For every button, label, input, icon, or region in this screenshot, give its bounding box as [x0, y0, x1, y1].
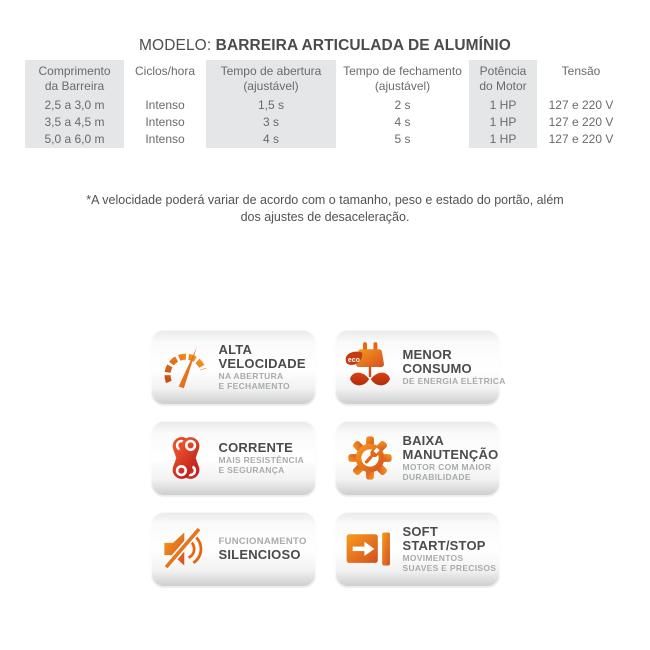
- badge-subtitle-line: SUAVES E PRECISOS: [402, 563, 497, 574]
- muted-speaker-icon: [160, 523, 212, 575]
- column-header: Comprimento da Barreira: [25, 60, 124, 97]
- table-cell: 5,0 a 6,0 m: [25, 131, 124, 148]
- badge-text: MENOR CONSUMO DE ENERGIA ELÉTRICA: [402, 347, 506, 386]
- table-cell: 127 e 220 V: [548, 132, 614, 146]
- feature-badge-alta-velocidade: ALTA VELOCIDADE NA ABERTURA E FECHAMENTO: [150, 329, 316, 405]
- speedometer-icon: [160, 341, 212, 393]
- feature-badge-baixa-manutencao: BAIXA MANUTENÇÃO MOTOR COM MAIOR DURABILIDA…: [334, 420, 500, 496]
- table-cell: Intenso: [145, 132, 185, 146]
- table-cell: 4 s: [394, 115, 411, 129]
- column-header: Tensão: [561, 64, 601, 78]
- table-cell: 1 HP: [469, 131, 537, 148]
- badge-title-line: MENOR: [402, 347, 452, 363]
- page-title: MODELO: BARREIRA ARTICULADA DE ALUMÍNIO: [0, 0, 650, 55]
- table-row: 5,0 a 6,0 m Intenso 4 s 5 s 1 HP 127 e 220 V: [25, 131, 625, 148]
- badge-subtitle-line: E FECHAMENTO: [218, 381, 290, 392]
- badge-subtitle-line: MOTOR COM MAIOR: [402, 461, 492, 472]
- column-header: Tempo de abertura (ajustável): [206, 60, 336, 97]
- feature-badge-menor-consumo: MENOR CONSUMO DE ENERGIA ELÉTRICA: [334, 329, 506, 405]
- table-cell: 3 s: [206, 114, 336, 131]
- table-cell: 1 HP: [469, 114, 537, 131]
- table-cell: 2,5 a 3,0 m: [25, 97, 124, 114]
- badge-subtitle-line: DURABILIDADE: [402, 472, 471, 483]
- table-cell: 127 e 220 V: [548, 98, 614, 112]
- column-header: Potência do Motor: [469, 60, 537, 97]
- page-title-model: BARREIRA ARTICULADA DE ALUMÍNIO: [215, 37, 511, 54]
- table-cell: 3,5 a 4,5 m: [25, 114, 124, 131]
- badge-text: CORRENTE MAIS RESISTÊNCIA E SEGURANÇA: [219, 441, 305, 475]
- footnote-line-2: dos ajustes de desaceleração.: [240, 209, 410, 224]
- badge-title-line: SILENCIOSO: [218, 547, 301, 563]
- badge-title-line: SOFT: [402, 524, 438, 540]
- table-cell: 5 s: [394, 132, 411, 146]
- table-cell: 4 s: [206, 131, 336, 148]
- badge-title-line: CORRENTE: [218, 440, 294, 456]
- spec-table: Comprimento da Barreira Ciclos/hora Tempo d…: [25, 60, 625, 148]
- badge-text: BAIXA MANUTENÇÃO MOTOR COM MAIOR DURABILIDA…: [403, 434, 499, 482]
- badge-subtitle-line: MOVIMENTOS: [402, 552, 464, 563]
- feature-badge-corrente: CORRENTE MAIS RESISTÊNCIA E SEGURANÇA: [150, 420, 316, 496]
- footnote-line-1: *A velocidade poderá variar de acordo co…: [86, 193, 564, 207]
- table-cell: 1 HP: [469, 97, 537, 114]
- feature-badge-funcionamento-silencioso: FUNCIONAMENTO SILENCIOSO: [150, 511, 316, 587]
- table-cell: 2 s: [394, 98, 411, 112]
- table-cell: 1,5 s: [206, 97, 336, 114]
- badge-subtitle-line: E SEGURANÇA: [218, 465, 285, 476]
- page-title-prefix: MODELO:: [139, 37, 212, 54]
- table-row: 2,5 a 3,0 m Intenso 1,5 s 2 s 1 HP 127 e 220 …: [25, 97, 625, 114]
- table-row: 3,5 a 4,5 m Intenso 3 s 4 s 1 HP 127 e 220 V: [25, 114, 625, 131]
- spec-table-head-row: Comprimento da Barreira Ciclos/hora Tempo d…: [25, 60, 625, 97]
- table-cell: 127 e 220 V: [548, 115, 614, 129]
- badge-subtitle-line: NA ABERTURA: [218, 370, 284, 381]
- badge-text: ALTA VELOCIDADE NA ABERTURA E FECHAMENTO: [219, 343, 306, 391]
- gear-wrench-icon: [344, 432, 396, 484]
- badge-title-line: START/STOP: [402, 538, 486, 554]
- badge-title-line: CONSUMO: [402, 361, 472, 377]
- table-cell: Intenso: [145, 98, 185, 112]
- badge-title-line: MANUTENÇÃO: [402, 447, 499, 463]
- arrow-start-stop-icon: [344, 523, 396, 575]
- badge-grid: ALTA VELOCIDADE NA ABERTURA E FECHAMENTO MEN…: [150, 329, 506, 587]
- badge-text: SOFT START/STOP MOVIMENTOS SUAVES E PRECISO…: [403, 525, 497, 573]
- spec-table-body: 2,5 a 3,0 m Intenso 1,5 s 2 s 1 HP 127 e 220 …: [25, 97, 625, 148]
- badge-text: FUNCIONAMENTO SILENCIOSO: [219, 536, 307, 562]
- badge-title-line: ALTA: [218, 342, 253, 358]
- badge-subtitle-line: DE ENERGIA ELÉTRICA: [402, 375, 506, 386]
- table-cell: Intenso: [145, 115, 185, 129]
- footnote: *A velocidade poderá variar de acordo co…: [0, 192, 650, 226]
- badge-subtitle-line: MAIS RESISTÊNCIA: [218, 454, 305, 465]
- chain-icon: [160, 432, 212, 484]
- feature-badge-soft-start-stop: SOFT START/STOP MOVIMENTOS SUAVES E PRECISO…: [334, 511, 500, 587]
- badge-pre-title: FUNCIONAMENTO: [218, 536, 307, 548]
- column-header: Tempo de fechamento (ajustável): [343, 64, 462, 93]
- badge-title-line: VELOCIDADE: [218, 356, 306, 372]
- eco-plug-icon: [344, 341, 396, 393]
- badge-title-line: BAIXA: [402, 433, 444, 449]
- column-header: Ciclos/hora: [134, 64, 196, 78]
